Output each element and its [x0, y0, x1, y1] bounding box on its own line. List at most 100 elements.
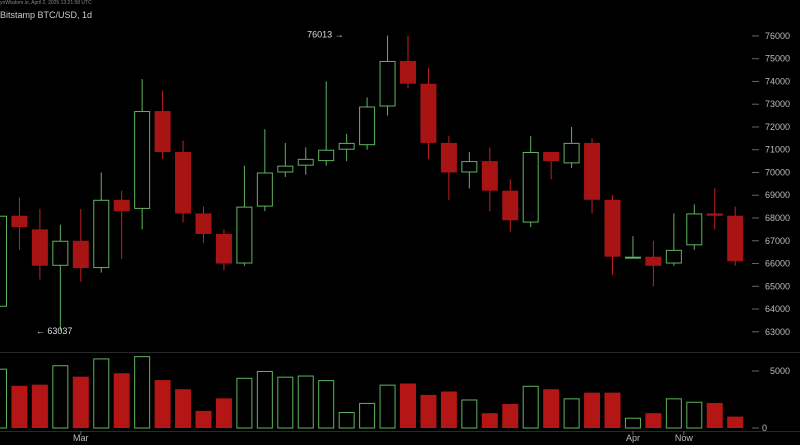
candle-body-down	[31, 229, 48, 266]
candle-body-up	[338, 142, 355, 150]
volume-bar-up	[379, 384, 396, 429]
price-tick-label: 66000	[765, 259, 790, 269]
candle-body-down	[645, 256, 662, 266]
volume-bar-up	[665, 398, 682, 429]
candle-body-down	[420, 83, 437, 143]
candle-body-up	[461, 161, 478, 173]
time-tick-label: Apr	[626, 433, 640, 443]
volume-axis: 0 5000	[752, 366, 790, 433]
candle-body-down	[113, 199, 130, 212]
candle-body-up	[0, 215, 7, 307]
annotations-layer: 76013 → ← 63037	[36, 30, 344, 336]
time-tick-label: Now	[675, 433, 694, 443]
volume-bar-down	[440, 391, 457, 428]
candles-layer	[0, 35, 744, 331]
volume-tick-label: 5000	[770, 366, 790, 376]
chart-source-line: ynWisdom.io, April 2, 2025 13:21:58 UTC	[0, 0, 92, 6]
candle-body-down	[706, 213, 723, 216]
candle-body-up	[277, 165, 294, 173]
volume-bar-down	[584, 392, 601, 428]
volume-tick-label: 0	[762, 423, 767, 433]
volume-bar-up	[563, 398, 580, 429]
price-tick-label: 71000	[765, 145, 790, 155]
candle-body-up	[256, 172, 273, 207]
volume-bar-down	[502, 404, 519, 428]
price-tick-label: 63000	[765, 327, 790, 337]
candle-body-down	[175, 152, 192, 214]
candle-body-up	[563, 142, 580, 164]
volume-bar-down	[543, 389, 560, 428]
volume-bar-down	[11, 385, 28, 428]
volume-bar-down	[195, 410, 212, 428]
candle-body-up	[318, 149, 335, 162]
grid-lines	[0, 352, 800, 432]
price-tick-label: 72000	[765, 122, 790, 132]
volume-bars-layer	[0, 356, 744, 429]
volume-bar-up	[93, 358, 110, 429]
volume-bar-down	[113, 373, 130, 428]
volume-bar-up	[686, 401, 703, 429]
volume-bar-down	[420, 394, 437, 428]
candle-body-down	[727, 215, 744, 262]
volume-bar-up	[522, 385, 539, 429]
candle-body-down	[11, 215, 28, 228]
volume-bar-up	[624, 417, 641, 429]
candle-body-down	[604, 199, 621, 257]
volume-bar-up	[256, 370, 273, 429]
volume-bar-down	[604, 392, 621, 428]
price-tick-label: 67000	[765, 236, 790, 246]
volume-bar-up	[297, 375, 314, 429]
volume-bar-down	[175, 389, 192, 428]
candle-body-down	[584, 142, 601, 200]
price-tick-label: 70000	[765, 167, 790, 177]
volume-bar-up	[359, 402, 376, 429]
candle-body-up	[665, 249, 682, 264]
candle-body-up	[236, 206, 253, 264]
volume-bar-down	[727, 416, 744, 428]
volume-bar-up	[0, 368, 7, 429]
volume-bar-up	[277, 376, 294, 429]
candle-body-down	[502, 190, 519, 221]
candle-body-down	[154, 111, 171, 152]
candle-body-up	[52, 240, 69, 266]
volume-bar-down	[645, 413, 662, 428]
candle-body-up	[134, 111, 151, 209]
volume-bar-down	[481, 413, 498, 428]
low-price-label: ← 63037	[36, 326, 73, 336]
time-axis: Mar Apr Now	[73, 431, 693, 443]
price-tick-label: 65000	[765, 281, 790, 291]
volume-bar-up	[338, 412, 355, 429]
candle-body-down	[440, 142, 457, 173]
candle-body-up	[686, 213, 703, 246]
candle-body-down	[72, 240, 89, 269]
price-tick-label: 75000	[765, 54, 790, 64]
candle-body-up	[93, 199, 110, 269]
candle-body-down	[215, 233, 232, 264]
time-tick-label: Mar	[73, 433, 89, 443]
volume-bar-up	[134, 356, 151, 429]
price-tick-label: 69000	[765, 190, 790, 200]
price-tick-label: 74000	[765, 76, 790, 86]
price-tick-label: 68000	[765, 213, 790, 223]
candle-body-down	[481, 161, 498, 191]
volume-bar-down	[154, 380, 171, 428]
volume-bar-up	[52, 365, 69, 429]
price-tick-label: 73000	[765, 99, 790, 109]
volume-bar-down	[215, 398, 232, 428]
candle-body-up	[379, 60, 396, 107]
chart-title: Bitstamp BTC/USD, 1d	[0, 10, 93, 20]
candle-body-down	[400, 60, 416, 84]
volume-bar-down	[72, 376, 89, 428]
volume-bar-down	[400, 383, 416, 428]
candle-body-down	[543, 152, 560, 162]
candle-body-down	[195, 213, 212, 234]
volume-bar-down	[706, 402, 723, 428]
price-axis: 63000 64000 65000 66000 67000 68000 69000 70000…	[752, 31, 790, 337]
high-price-label: 76013 →	[307, 30, 344, 40]
volume-bar-up	[236, 377, 253, 429]
candle-body-up	[522, 152, 539, 223]
price-tick-label: 76000	[765, 31, 790, 41]
volume-bar-down	[31, 384, 48, 428]
candle-body-up	[359, 106, 376, 146]
